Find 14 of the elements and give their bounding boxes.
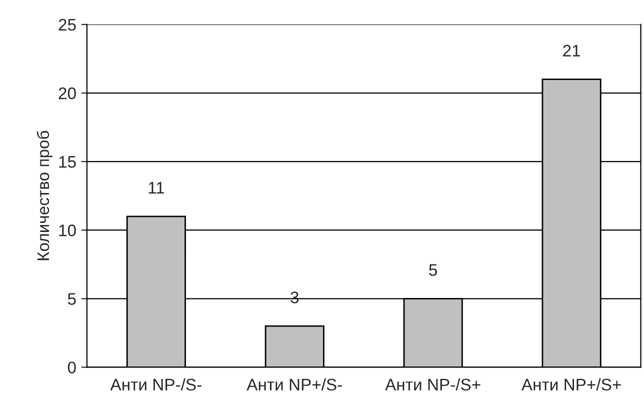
y-tick-label: 20	[58, 87, 76, 100]
x-tick-label: Анти NP-/S+	[385, 378, 480, 391]
data-label: 21	[563, 44, 580, 56]
data-label: 11	[148, 182, 164, 194]
y-tick-label: 0	[68, 362, 76, 374]
data-label: 5	[429, 264, 438, 276]
x-tick-label: Анти NP+/S-	[246, 378, 342, 391]
x-tick-label: Анти NP+/S+	[521, 378, 621, 391]
y-axis-title: Количество проб	[36, 130, 52, 260]
x-tick-label: Анти NP-/S-	[110, 378, 202, 391]
y-tick-label: 15	[59, 156, 76, 168]
y-tick-label: 5	[68, 293, 76, 305]
y-tick-label: 25	[58, 18, 76, 31]
y-tick-label: 10	[59, 224, 76, 236]
